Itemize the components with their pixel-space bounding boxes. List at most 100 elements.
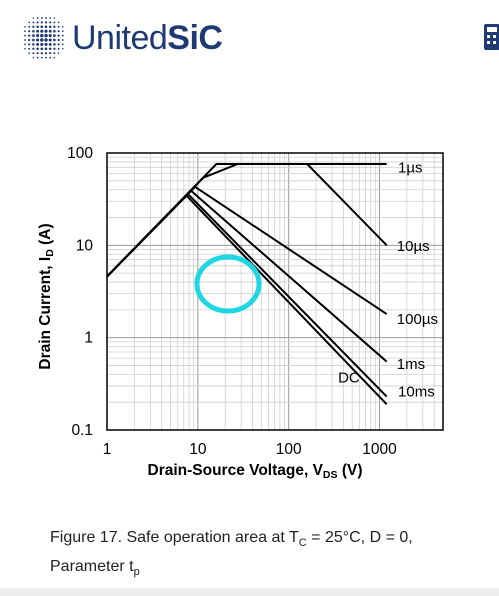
logo-dot bbox=[32, 43, 35, 46]
logo-dot bbox=[53, 56, 56, 59]
calculator-icon[interactable] bbox=[483, 22, 499, 52]
curve-label-1ms: 1ms bbox=[397, 356, 425, 373]
y-axis-title: Drain Current, ID (A) bbox=[37, 223, 56, 369]
logo-dot bbox=[32, 17, 35, 19]
logo-dot bbox=[40, 47, 44, 51]
logo-dot bbox=[48, 34, 52, 38]
logo-dot bbox=[62, 26, 64, 28]
series-line-1ms bbox=[106, 189, 388, 363]
logo-dot bbox=[44, 29, 48, 33]
logo-dot bbox=[24, 39, 26, 41]
logo-dot bbox=[49, 52, 52, 55]
logo-dot bbox=[36, 47, 39, 51]
logo-dot bbox=[36, 42, 40, 46]
logo-dot bbox=[45, 56, 47, 59]
logo-dot bbox=[61, 30, 64, 33]
logo-dot bbox=[48, 47, 52, 51]
logo-dot bbox=[53, 43, 56, 46]
logo-dot bbox=[45, 17, 47, 19]
curve-label-100µs: 100µs bbox=[397, 311, 438, 328]
logo-dot bbox=[32, 21, 35, 24]
hand-drawn-circle-annotation bbox=[194, 254, 262, 314]
x-tick-label: 1 bbox=[103, 441, 112, 458]
logo-dot bbox=[36, 38, 40, 42]
logo-dot bbox=[36, 25, 39, 29]
logo-dot bbox=[44, 42, 48, 46]
logo-wordmark: UnitedSiC bbox=[72, 19, 223, 57]
logo-dot bbox=[57, 43, 60, 46]
y-tick-label: 100 bbox=[67, 145, 93, 162]
logo-dot bbox=[61, 34, 64, 37]
logo-dot bbox=[53, 17, 56, 19]
logo-dot bbox=[49, 21, 52, 24]
logo-dot bbox=[40, 38, 44, 42]
logo-dot bbox=[28, 30, 31, 33]
logo-dot bbox=[40, 42, 44, 46]
logo-dot bbox=[32, 29, 35, 33]
logo-dot bbox=[62, 48, 64, 50]
logo-dot bbox=[36, 17, 39, 19]
tick-labels: 1 10 100 1000 0.1 1 10 100 bbox=[67, 145, 397, 458]
logo-dot bbox=[32, 56, 35, 59]
x-axis-title: Drain-Source Voltage, VDS (V) bbox=[148, 462, 363, 481]
series-lines bbox=[106, 163, 388, 405]
logo-dot bbox=[53, 25, 56, 28]
logo-dot bbox=[53, 21, 56, 24]
logo-dot bbox=[57, 30, 60, 33]
logo-text-bold: SiC bbox=[167, 19, 223, 57]
logo-dot bbox=[40, 33, 44, 38]
logo-dot bbox=[36, 52, 39, 55]
y-tick-label: 10 bbox=[76, 237, 94, 254]
logo-dot bbox=[53, 52, 56, 55]
curve-label-1µs: 1µs bbox=[398, 159, 423, 176]
logo-dot bbox=[28, 38, 31, 42]
logo-dot bbox=[61, 39, 64, 41]
united-sic-logo-icon bbox=[24, 17, 64, 59]
logo-dot bbox=[57, 25, 60, 28]
figure-caption: Figure 17. Safe operation area at TC = 2… bbox=[50, 526, 490, 584]
curve-labels: 1µs 10µs 100µs 1ms DC 10ms bbox=[338, 159, 438, 400]
logo-dot bbox=[24, 48, 26, 50]
x-tick-label: 100 bbox=[276, 441, 302, 458]
logo-dot bbox=[53, 29, 56, 33]
logo-dot bbox=[24, 30, 26, 33]
logo-dot bbox=[28, 43, 31, 46]
logo-dot bbox=[40, 21, 43, 24]
logo-dot bbox=[48, 29, 52, 33]
logo-dot bbox=[36, 56, 39, 59]
logo-dot bbox=[36, 34, 40, 38]
company-logo[interactable]: UnitedSiC bbox=[22, 14, 223, 62]
series-line-100µs bbox=[106, 185, 388, 315]
logo-dot bbox=[28, 47, 31, 50]
logo-dot bbox=[24, 43, 26, 46]
logo-dot bbox=[28, 52, 31, 55]
logo-dot bbox=[53, 34, 56, 37]
safe-operating-area-chart: 1 10 100 1000 0.1 1 10 100 1µs 10µs 100µs 1ms DC 10m… bbox=[37, 145, 444, 481]
logo-dot bbox=[40, 56, 43, 59]
y-tick-label: 0.1 bbox=[71, 422, 93, 439]
logo-dot bbox=[44, 25, 48, 29]
logo-dot bbox=[40, 52, 43, 55]
logo-dot bbox=[36, 21, 39, 24]
logo-dot bbox=[44, 33, 48, 38]
logo-dot bbox=[28, 25, 31, 28]
logo-dot bbox=[49, 17, 52, 19]
logo-dot bbox=[61, 43, 64, 46]
logo-dot bbox=[49, 56, 52, 59]
logo-dot bbox=[32, 25, 35, 28]
x-tick-label: 10 bbox=[189, 441, 207, 458]
logo-dot bbox=[32, 52, 35, 55]
y-tick-label: 1 bbox=[84, 330, 93, 347]
logo-text-regular: United bbox=[72, 19, 168, 57]
bottom-strip bbox=[0, 588, 499, 596]
series-line-10ms bbox=[106, 194, 388, 405]
logo-dot bbox=[57, 38, 60, 42]
logo-dot bbox=[40, 29, 44, 33]
grid-lines bbox=[106, 153, 444, 431]
x-tick-label: 1000 bbox=[362, 441, 397, 458]
logo-dot bbox=[32, 47, 35, 50]
logo-dot bbox=[48, 42, 52, 46]
series-line-DC bbox=[106, 192, 388, 398]
curve-label-10ms: 10ms bbox=[398, 384, 435, 401]
logo-dot bbox=[24, 26, 26, 28]
